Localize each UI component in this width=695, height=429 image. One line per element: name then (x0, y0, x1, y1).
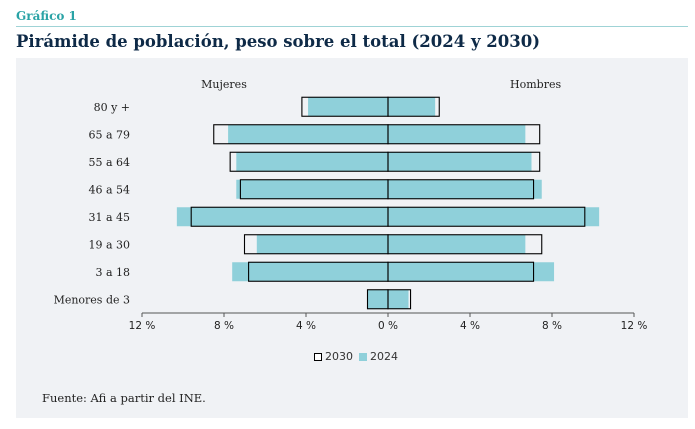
kicker-divider (16, 26, 688, 27)
category-label: 3 a 18 (95, 266, 130, 279)
legend-swatch-2030 (314, 352, 322, 361)
bar-2024-mujeres (228, 124, 388, 144)
x-tick-label: 0 % (378, 320, 398, 332)
x-tick-label: 12 % (621, 320, 648, 332)
bar-2024-mujeres (232, 262, 388, 282)
chart-title: Pirámide de población, peso sobre el tot… (16, 32, 541, 51)
bar-2024-mujeres (308, 97, 388, 117)
bar-2024-mujeres (236, 179, 388, 199)
x-tick-label: 8 % (214, 320, 234, 332)
bar-2030-hombres (387, 261, 535, 282)
x-tick-label: 4 % (296, 320, 316, 332)
category-label: Menores de 3 (54, 293, 130, 306)
legend-swatch-2024 (359, 352, 367, 361)
side-label-hombres: Hombres (510, 78, 561, 91)
bar-2024-mujeres (176, 207, 388, 227)
side-label-mujeres: Mujeres (201, 78, 247, 91)
bar-2024-hombres (388, 179, 542, 199)
category-label: 55 a 64 (88, 156, 130, 169)
bar-2024-hombres (388, 234, 526, 254)
x-tick-label: 12 % (129, 320, 156, 332)
bar-2030-hombres (387, 234, 543, 255)
bar-2024-hombres (388, 262, 555, 282)
chart-legend: 2030 2024 (314, 350, 398, 363)
bar-2024-mujeres (367, 289, 388, 309)
category-label: 19 a 30 (88, 238, 130, 251)
category-label: 80 y + (94, 101, 130, 114)
bar-2030-hombres (387, 151, 541, 172)
category-label: 46 a 54 (88, 183, 130, 196)
bar-2030-hombres (387, 96, 440, 117)
bar-2024-hombres (388, 289, 409, 309)
bar-2024-hombres (388, 207, 600, 227)
bar-2030-hombres (387, 124, 541, 145)
bar-2030-hombres (387, 289, 412, 310)
legend-label-2024: 2024 (370, 350, 398, 363)
bar-2030-hombres (387, 179, 535, 200)
bar-2024-hombres (388, 152, 532, 172)
category-label: 65 a 79 (88, 128, 130, 141)
bar-2030-hombres (387, 206, 586, 227)
x-tick-label: 4 % (460, 320, 480, 332)
bar-2024-mujeres (256, 234, 388, 254)
bar-2024-hombres (388, 124, 526, 144)
x-tick-label: 8 % (542, 320, 562, 332)
bar-2024-hombres (388, 97, 436, 117)
chart-kicker: Gráfico 1 (16, 9, 77, 23)
category-label: 31 a 45 (88, 211, 130, 224)
source-note: Fuente: Afi a partir del INE. (42, 391, 206, 405)
bar-2024-mujeres (236, 152, 388, 172)
legend-label-2030: 2030 (325, 350, 353, 363)
